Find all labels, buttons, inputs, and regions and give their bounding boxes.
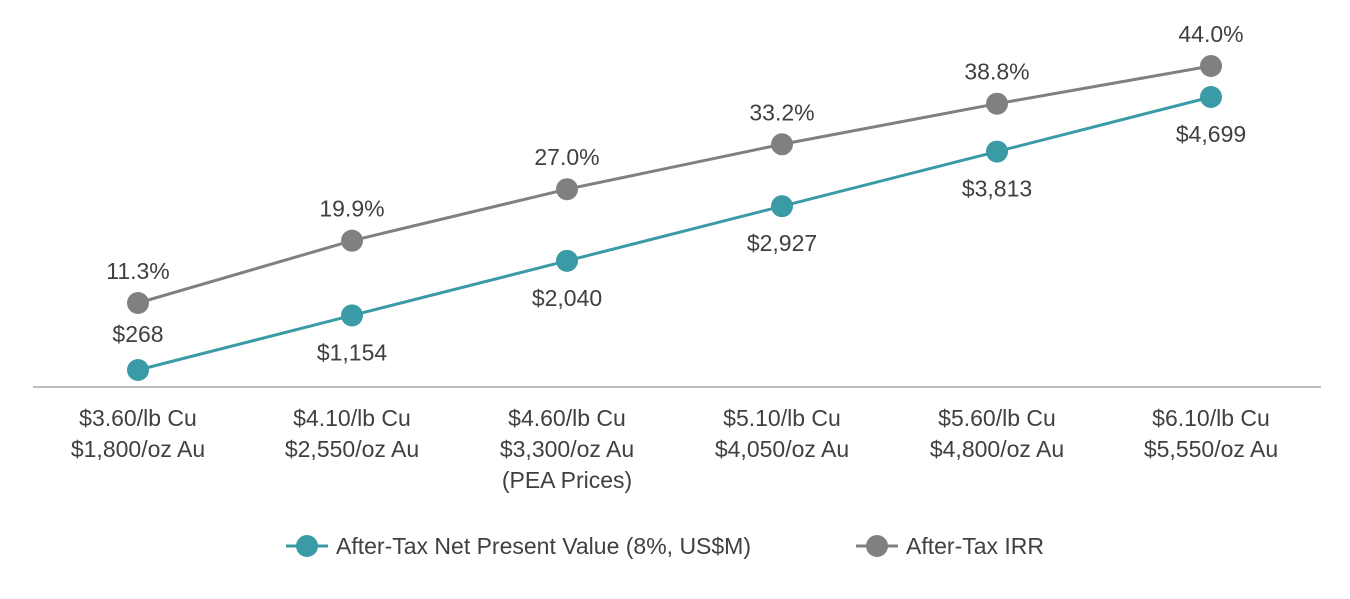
legend-item-irr: After-Tax IRR — [856, 533, 1044, 559]
series-layer — [127, 55, 1222, 381]
irr-point — [341, 229, 363, 252]
label-layer: 11.3% 19.9% 27.0% 33.2% 38.8% 44.0% $268 $1,154… — [106, 21, 1246, 365]
npv-point — [556, 249, 578, 272]
irr-data-label: 44.0% — [1178, 21, 1243, 47]
x-tick-label: $5.60/lb Cu $4,800/oz Au — [930, 405, 1064, 462]
npv-point — [986, 140, 1008, 163]
npv-data-label: $3,813 — [962, 176, 1032, 202]
legend-swatch-marker — [296, 535, 318, 557]
npv-data-label: $4,699 — [1176, 121, 1246, 147]
x-tick-label: $3.60/lb Cu $1,800/oz Au — [71, 405, 205, 462]
npv-point — [1200, 86, 1222, 108]
legend-label: After-Tax Net Present Value (8%, US$M) — [336, 533, 751, 559]
legend-swatch-marker — [866, 535, 888, 557]
irr-point — [556, 178, 578, 201]
irr-data-label: 19.9% — [319, 196, 384, 222]
x-tick-label: $4.10/lb Cu $2,550/oz Au — [285, 405, 419, 462]
legend-item-npv: After-Tax Net Present Value (8%, US$M) — [286, 533, 751, 559]
npv-point — [127, 359, 149, 381]
npv-data-label: $1,154 — [317, 339, 388, 365]
irr-point — [771, 133, 793, 156]
npv-data-label: $2,040 — [532, 285, 602, 311]
irr-data-label: 11.3% — [106, 258, 170, 284]
x-tick-label: $4.60/lb Cu $3,300/oz Au (PEA Prices) — [500, 405, 634, 493]
npv-data-label: $268 — [112, 321, 163, 347]
npv-point — [341, 304, 363, 327]
irr-line — [137, 64, 1212, 305]
irr-point — [127, 292, 149, 314]
legend-label: After-Tax IRR — [906, 533, 1044, 559]
irr-data-label: 33.2% — [749, 99, 814, 125]
x-tick-labels: $3.60/lb Cu $1,800/oz Au $4.10/lb Cu $2,550… — [71, 405, 1278, 493]
npv-line — [137, 95, 1212, 372]
irr-point — [1200, 55, 1222, 77]
legend: After-Tax Net Present Value (8%, US$M) Af… — [286, 533, 1044, 559]
irr-data-label: 38.8% — [964, 59, 1029, 85]
npv-data-label: $2,927 — [747, 230, 817, 256]
npv-point — [771, 195, 793, 218]
irr-data-label: 27.0% — [534, 144, 599, 170]
x-tick-label: $5.10/lb Cu $4,050/oz Au — [715, 405, 849, 462]
irr-point — [986, 92, 1008, 115]
x-tick-label: $6.10/lb Cu $5,550/oz Au — [1144, 405, 1278, 462]
